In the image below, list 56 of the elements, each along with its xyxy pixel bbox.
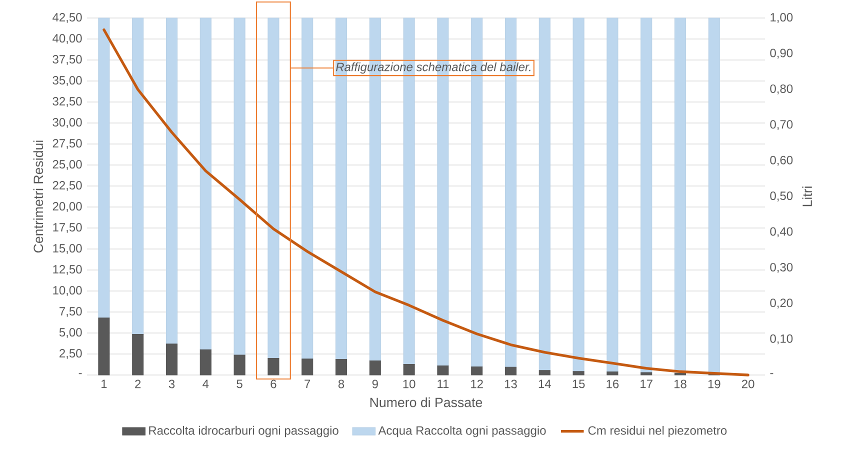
x-tick-label: 19	[708, 380, 720, 388]
y-tick-label: 7,50	[60, 307, 82, 317]
x-tick-label: 9	[372, 380, 378, 388]
x-tick-label: 8	[338, 380, 344, 388]
x-tick-label: 5	[236, 380, 242, 388]
x-tick-label: 10	[403, 380, 416, 388]
legend-label: Raccolta idrocarburi ogni passaggio	[149, 426, 338, 438]
y-tick-label: 2,50	[60, 349, 82, 359]
y2-tick-label: 0,30	[770, 262, 793, 273]
y-tick-label: 40,00	[52, 34, 82, 44]
annotation: Raffigurazione schematica del bailer.	[336, 62, 530, 74]
y2-tick-label: 0,70	[770, 120, 793, 130]
y-tick-label: 37,50	[52, 55, 82, 65]
y-tick-label: 15,00	[53, 244, 82, 254]
y2-tick-label: 0,50	[770, 192, 793, 202]
x-tick-label: 20	[742, 380, 754, 388]
x-tick-label: 2	[135, 380, 141, 388]
y-tick-label: 32,50	[52, 97, 82, 107]
y-tick-label: 25,00	[52, 160, 82, 170]
x-tick-label: 18	[674, 380, 686, 388]
x-tick-label: 3	[168, 380, 175, 388]
x-tick-label: 1	[102, 380, 107, 388]
x-tick-label: 14	[538, 380, 551, 388]
y2-tick-label: -	[770, 373, 774, 374]
y-tick-label: 17,50	[53, 223, 82, 233]
x-tick-label: 16	[606, 380, 619, 388]
y2-tick-label: 0,20	[770, 298, 793, 309]
legend-label: Acqua Raccolta ogni passaggio	[378, 426, 546, 438]
y-tick-label: 35,00	[52, 76, 82, 86]
y-tick-label: 42,50	[52, 13, 82, 23]
y2-tick-label: 0,60	[770, 156, 793, 166]
y-tick-label: 22,50	[52, 181, 82, 191]
y-tick-label: 30,00	[52, 118, 82, 128]
y-tick-label: 20,00	[52, 202, 82, 212]
x-tick-label: 12	[471, 380, 483, 388]
y2-axis-title: Litri	[802, 186, 812, 206]
x-tick-label: 13	[505, 380, 517, 388]
x-tick-label: 6	[270, 380, 276, 388]
legend-label: Cm residui nel piezometro	[588, 426, 727, 438]
x-tick-label: 4	[202, 380, 209, 388]
y-tick-label: 12,50	[53, 265, 82, 275]
y-tick-label: -	[78, 373, 82, 374]
y2-tick-label: 0,40	[770, 227, 793, 238]
x-tick-label: 15	[572, 380, 585, 388]
x-tick-label: 17	[640, 380, 652, 388]
x-axis-title: Numero di Passate	[370, 397, 482, 408]
y2-tick-label: 0,90	[770, 48, 793, 59]
y-tick-label: 10,00	[53, 286, 82, 296]
y2-tick-label: 0,10	[770, 334, 793, 344]
y2-tick-label: 0,80	[770, 84, 793, 94]
y-tick-label: 5,00	[59, 328, 82, 338]
y-axis-title: Centrimetri Residui	[33, 140, 44, 253]
x-tick-label: 7	[304, 380, 310, 388]
x-tick-label: 11	[438, 380, 449, 388]
y2-tick-label: 1,00	[770, 13, 793, 23]
y-tick-label: 27,50	[52, 139, 82, 149]
